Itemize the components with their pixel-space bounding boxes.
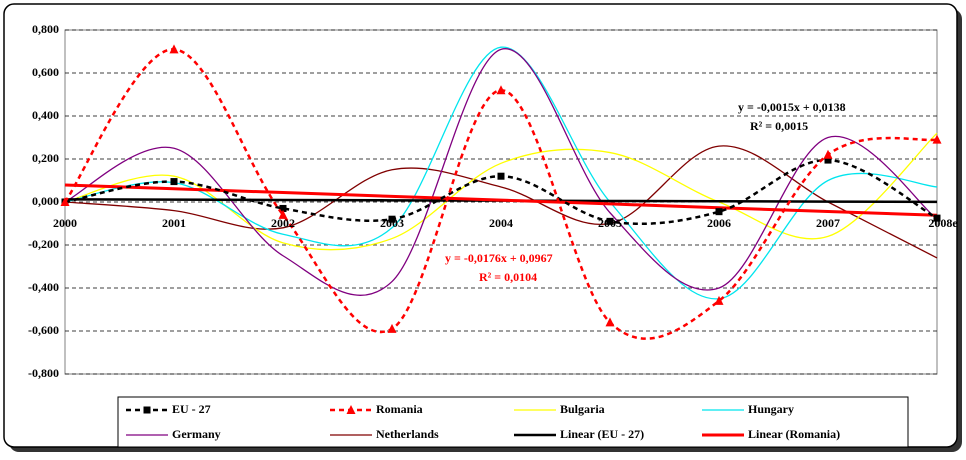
marker <box>278 209 288 219</box>
y-tick-label: 0,000 <box>32 194 59 208</box>
legend-item: Netherlands <box>330 427 439 441</box>
legend-box <box>117 396 909 448</box>
marker <box>496 85 506 95</box>
y-tick-label: 0,200 <box>32 151 59 165</box>
marker <box>605 317 615 327</box>
trend-equation: y = -0,0176x + 0,0967 <box>445 251 553 265</box>
y-tick-label: 0,800 <box>32 22 59 36</box>
x-tick-label: 2003 <box>380 216 404 230</box>
legend-marker <box>346 405 356 414</box>
legend-item: EU - 27 <box>126 402 211 416</box>
marker <box>932 134 942 144</box>
y-tick-label: -0,600 <box>28 323 59 337</box>
series-line <box>64 46 938 300</box>
trend-r2: R² = 0,0104 <box>479 270 537 284</box>
y-tick-label: -0,400 <box>28 280 59 294</box>
legend-label: Linear (EU - 27) <box>560 427 644 441</box>
legend-label: Linear (Romania) <box>748 427 840 441</box>
legend-label: Germany <box>172 427 221 441</box>
x-tick-label: 2007 <box>816 216 840 230</box>
legend-label: Netherlands <box>376 427 439 441</box>
series-line <box>64 48 938 296</box>
legend-label: Romania <box>376 402 423 416</box>
series-line <box>64 183 938 217</box>
plot: -0,800 -0,600 -0,400 -0,200 0,000 0,200 0,400 0… <box>28 22 958 380</box>
marker <box>387 323 397 333</box>
legend-item: Hungary <box>702 402 794 416</box>
marker <box>714 295 724 305</box>
marker <box>715 208 723 216</box>
marker <box>279 204 287 212</box>
marker <box>169 44 179 54</box>
legend-label: Hungary <box>748 402 794 416</box>
x-tick-label: 2002 <box>271 216 295 230</box>
marker <box>388 215 396 223</box>
marker <box>823 149 833 159</box>
legend-item: Linear (EU - 27) <box>514 427 644 441</box>
x-tick-label: 2005 <box>598 216 622 230</box>
x-tick-label: 2008e <box>928 216 958 230</box>
marker <box>933 214 941 222</box>
y-tick-label: -0,200 <box>28 237 59 251</box>
x-tick-label: 2006 <box>707 216 731 230</box>
series-line <box>64 132 938 251</box>
x-tick-label: 2001 <box>162 216 186 230</box>
marker <box>606 217 614 225</box>
marker <box>824 156 832 164</box>
trend-r2: R² = 0,0015 <box>750 119 808 133</box>
marker <box>60 197 70 206</box>
legend-item: Romania <box>330 402 423 416</box>
legend-marker <box>143 406 151 414</box>
legend-item: Germany <box>126 427 221 441</box>
y-tick-label: -0,800 <box>28 366 59 380</box>
marker <box>170 178 178 186</box>
series-line <box>63 48 938 340</box>
x-tick-label: 2000 <box>53 216 77 230</box>
x-tick-label: 2004 <box>489 216 513 230</box>
series-line <box>64 145 938 259</box>
legend-label: Bulgaria <box>560 402 605 416</box>
y-tick-label: 0,600 <box>32 65 59 79</box>
y-tick-label: 0,400 <box>32 108 59 122</box>
legend-label: EU - 27 <box>172 402 211 416</box>
trend-equation: y = -0,0015x + 0,0138 <box>738 100 846 114</box>
legend-item: Bulgaria <box>514 402 605 416</box>
marker <box>497 172 505 180</box>
legend-item: Linear (Romania) <box>702 427 840 441</box>
